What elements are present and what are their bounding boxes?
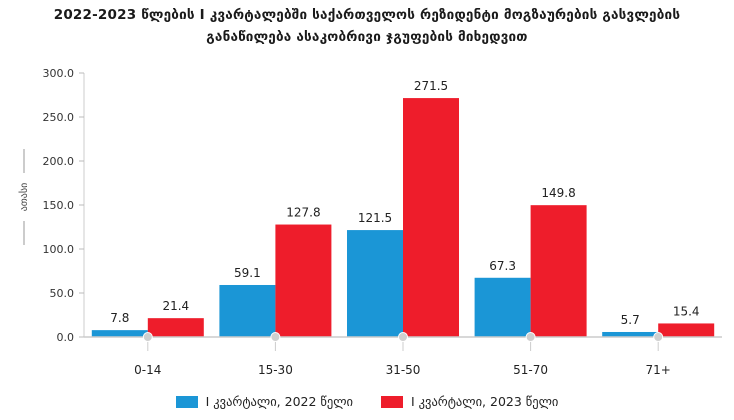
legend-label-2023: I კვარტალი, 2023 წელი bbox=[411, 394, 559, 409]
x-tick-label: 71+ bbox=[646, 363, 671, 377]
data-label: 7.8 bbox=[110, 311, 129, 325]
x-category-marker bbox=[653, 332, 664, 342]
bar bbox=[658, 323, 715, 337]
bar bbox=[403, 98, 459, 337]
bar bbox=[275, 224, 332, 337]
x-category-marker bbox=[398, 332, 408, 342]
x-category-marker bbox=[142, 332, 153, 342]
y-tick-label: 50.0 bbox=[50, 287, 75, 300]
data-label: 127.8 bbox=[286, 206, 320, 220]
legend: I კვარტალი, 2022 წელი I კვარტალი, 2023 წ… bbox=[0, 394, 734, 409]
chart-title-line-1: 2022-2023 წლების I კვარტალებში საქართველ… bbox=[53, 7, 681, 23]
bar bbox=[91, 330, 148, 337]
data-label: 271.5 bbox=[414, 79, 448, 93]
x-tick-label: 15-30 bbox=[258, 363, 293, 377]
data-label: 21.4 bbox=[162, 299, 189, 313]
data-label: 121.5 bbox=[358, 211, 392, 225]
y-tick-label: 100.0 bbox=[43, 243, 75, 256]
x-tick-label: 51-70 bbox=[513, 363, 548, 377]
data-label: 5.7 bbox=[621, 313, 640, 327]
bar bbox=[147, 318, 204, 337]
chart-title-line-2: განაწილება ასაკობრივი ჯგუფების მიხედვით bbox=[206, 29, 528, 45]
bar bbox=[219, 284, 276, 337]
y-tick-label: 250.0 bbox=[43, 111, 75, 124]
bar bbox=[602, 331, 659, 337]
y-tick-label: 0.0 bbox=[57, 331, 75, 344]
y-tick-label: 150.0 bbox=[43, 199, 75, 212]
x-tick-label: 0-14 bbox=[134, 363, 161, 377]
y-tick-label: 200.0 bbox=[43, 155, 75, 168]
legend-swatch-2023 bbox=[381, 395, 403, 408]
x-category-marker bbox=[270, 332, 281, 342]
bar bbox=[474, 277, 531, 337]
data-label: 67.3 bbox=[489, 259, 516, 273]
data-label: 15.4 bbox=[673, 304, 700, 318]
y-axis-label: ათასი bbox=[18, 183, 30, 212]
legend-swatch-2022 bbox=[175, 395, 198, 408]
bar bbox=[530, 205, 587, 337]
bar-chart: ათასი 0.0 50.0 100.0 150.0 200.0 250.0 300.0 7.8… bbox=[18, 67, 722, 377]
x-tick-label: 31-50 bbox=[386, 363, 421, 377]
data-label: 59.1 bbox=[234, 266, 261, 280]
x-category-marker bbox=[525, 332, 536, 342]
y-tick-label: 300.0 bbox=[43, 67, 75, 80]
bar bbox=[347, 230, 403, 337]
data-label: 149.8 bbox=[541, 186, 575, 200]
legend-label-2022: I კვარტალი, 2022 წელი bbox=[205, 394, 353, 409]
chart-title: 2022-2023 წლების I კვარტალებში საქართველ… bbox=[0, 4, 734, 48]
legend-item-2022: I კვარტალი, 2022 წელი bbox=[175, 394, 353, 409]
legend-item-2023: I კვარტალი, 2023 წელი bbox=[381, 394, 558, 409]
